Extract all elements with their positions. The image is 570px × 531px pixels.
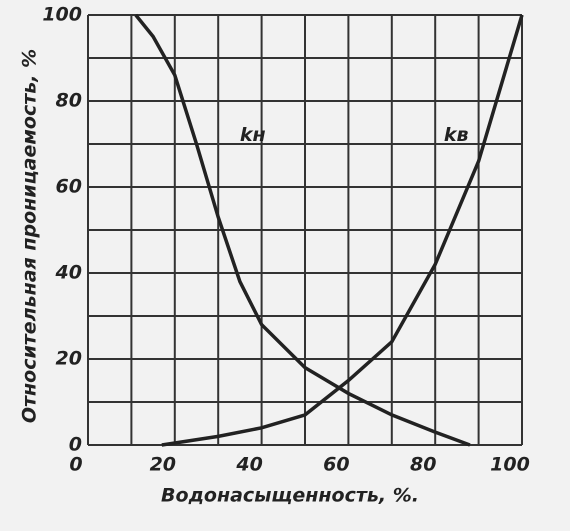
- y-tick-label: 80: [56, 90, 82, 112]
- y-tick-label: 40: [55, 262, 82, 284]
- y-tick-label: 60: [56, 176, 82, 198]
- x-tick-label: 60: [323, 454, 349, 476]
- series-label: kн: [240, 124, 266, 146]
- y-tick-label: 100: [42, 4, 82, 26]
- series-label: kв: [444, 124, 469, 146]
- curve: [134, 13, 471, 447]
- x-tick-label: 80: [410, 454, 436, 476]
- y-tick-label: 20: [56, 348, 82, 370]
- x-axis-label: Водонасыщенность, %.: [161, 485, 419, 507]
- y-tick-label: 0: [69, 434, 82, 456]
- y-axis-label: Относительная проницаемость, %: [19, 49, 41, 423]
- curve: [161, 14, 524, 447]
- x-tick-label: 0: [69, 454, 82, 476]
- x-tick-label: 100: [490, 454, 530, 476]
- x-tick-label: 40: [235, 454, 262, 476]
- x-tick-label: 20: [150, 454, 176, 476]
